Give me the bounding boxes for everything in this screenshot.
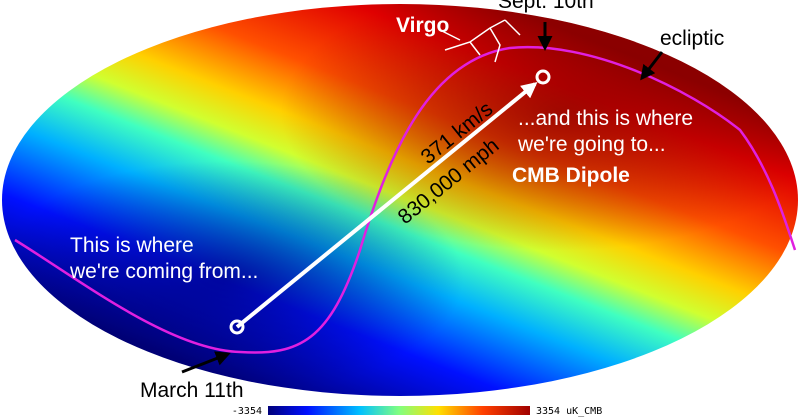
ecliptic-label: ecliptic <box>660 27 724 50</box>
origin-marker <box>229 319 245 335</box>
target-marker <box>535 69 551 85</box>
going-text: we're going to... <box>517 133 666 156</box>
ecliptic-arrow <box>640 51 664 81</box>
going-text: ...and this is where <box>518 107 693 130</box>
ecliptic-line <box>14 45 797 354</box>
virgo-label: Virgo <box>396 14 449 37</box>
virgo-lines <box>439 19 521 63</box>
coming-text: This is where <box>70 234 194 257</box>
coming-text: we're coming from... <box>69 260 258 283</box>
colorbar-min: -3354 <box>232 406 262 417</box>
sky-map-shade <box>2 4 798 396</box>
colorbar <box>268 406 530 415</box>
march-arrow <box>181 351 231 374</box>
colorbar-max: 3354 uK_CMB <box>536 406 602 417</box>
motion-arrow <box>235 81 538 329</box>
march-label: March 11th <box>140 379 244 402</box>
dipole-label: CMB Dipole <box>512 164 630 187</box>
sept-label: Sept. 10th <box>498 0 594 13</box>
